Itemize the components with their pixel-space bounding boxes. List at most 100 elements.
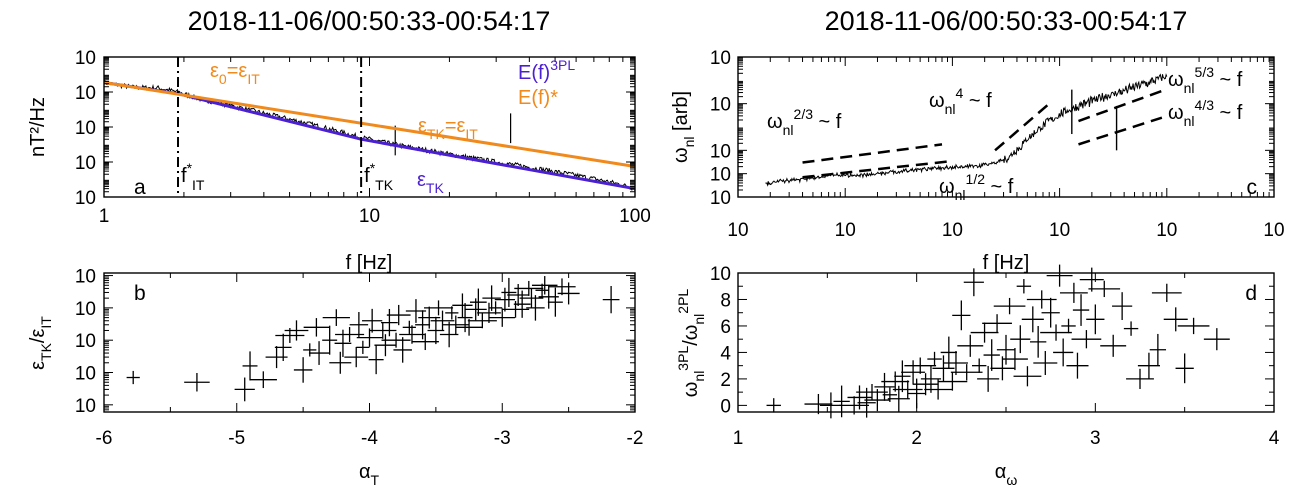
data-point (927, 351, 942, 367)
y-tick-label: 2 (720, 370, 731, 391)
data-point (513, 290, 531, 318)
data-point (374, 334, 397, 357)
data-point (424, 300, 454, 316)
data-point (983, 339, 1000, 371)
data-point (1072, 294, 1090, 326)
data-point (452, 293, 473, 318)
data-point (443, 315, 469, 335)
data-point (344, 346, 369, 368)
data-point (362, 308, 383, 333)
y-axis-label: εTK/εIT (27, 316, 54, 370)
data-point (482, 285, 501, 311)
data-point (1013, 366, 1042, 387)
data-point (265, 346, 288, 369)
data-point (937, 372, 968, 391)
x-tick-label: 4 (1269, 428, 1280, 449)
data-point (996, 334, 1016, 365)
x-tick-label: 10 (1263, 220, 1284, 241)
legend-star: E(f)* (518, 87, 558, 109)
data-point (399, 325, 425, 344)
data-point (1151, 283, 1182, 302)
y-tick-label: 10 (75, 83, 96, 104)
y-axis-label: ωnl [arb] (670, 91, 697, 163)
x-tick-label: -3 (494, 428, 511, 449)
data-point (1149, 333, 1167, 366)
x-tick-label: 10 (835, 220, 856, 241)
data-point (322, 309, 350, 326)
y-tick-label: 10 (75, 118, 96, 139)
y-tick-label: 0 (720, 396, 731, 417)
y-tick-label: 10 (710, 165, 731, 186)
data-point (445, 306, 459, 320)
data-point (293, 357, 313, 383)
data-point (356, 328, 383, 347)
data-point (381, 308, 398, 337)
data-point (303, 343, 317, 357)
y-axis-label: nT²/Hz (27, 97, 49, 157)
data-point (977, 365, 1000, 392)
data-point (514, 280, 544, 296)
data-point (184, 373, 210, 392)
data-point (1137, 352, 1160, 379)
panel-label: a (134, 176, 146, 199)
data-point (957, 334, 984, 357)
y-tick-label: 10 (710, 48, 731, 69)
data-point (557, 282, 580, 305)
data-point (418, 306, 441, 329)
data-point (1001, 348, 1028, 371)
data-point (531, 276, 558, 295)
data-point (242, 351, 258, 381)
data-point (411, 333, 439, 351)
data-point (1061, 318, 1076, 334)
data-point (467, 313, 497, 329)
y-tick-label: 10 (75, 48, 96, 69)
x-tick-label: -4 (361, 428, 378, 449)
data-point (982, 314, 1012, 333)
data-point (819, 392, 842, 419)
data-point (874, 372, 895, 401)
data-point (1041, 297, 1060, 328)
data-point (847, 385, 872, 410)
data-point (1112, 292, 1133, 321)
y-tick-label: 10 (710, 188, 731, 209)
x-tick-label: 2 (911, 428, 922, 449)
data-point (1079, 267, 1104, 292)
data-point (932, 355, 955, 382)
data-point (274, 333, 292, 362)
power-law-annotation: ωnl2/3 ~ f (767, 106, 842, 138)
y-tick-label: 10 (75, 364, 96, 385)
data-point (477, 302, 501, 324)
y-axis-label: ωnl3PL/ωnl2PL (675, 289, 707, 398)
y-tick-label: 10 (75, 331, 96, 352)
data-point (1030, 325, 1047, 358)
data-point (972, 358, 987, 373)
y-tick-label: 10 (710, 95, 731, 116)
annotation-eps0: ε0=εIT (210, 60, 260, 87)
data-point (308, 341, 330, 365)
break-frequency-label: f*TK (364, 160, 394, 193)
data-point (415, 310, 431, 340)
data-point (369, 322, 397, 339)
data-point (950, 364, 983, 381)
y-tick-label: 10 (75, 299, 96, 320)
panel-b-scatter: -6 -5 -4 -3 -2 10 10 10 10 10 αT εTK/εIT b (27, 267, 643, 487)
x-tick-label: -5 (228, 428, 245, 449)
data-point (356, 340, 370, 354)
data-point (856, 383, 888, 401)
data-point (335, 327, 365, 342)
data-point (1046, 264, 1073, 287)
x-tick-label: 3 (1090, 428, 1101, 449)
y-tick-label: 6 (720, 317, 731, 338)
data-point (455, 318, 483, 336)
data-point (1123, 321, 1139, 336)
x-tick-label: 10 (727, 220, 748, 241)
data-point (881, 371, 910, 392)
y-tick-label: 10 (75, 188, 96, 209)
x-tick-label: 10 (1049, 220, 1070, 241)
power-law-guide (994, 102, 1051, 152)
fit-star-line (103, 81, 636, 168)
data-point (1086, 304, 1105, 335)
y-tick-label: 8 (720, 290, 731, 311)
data-point (1010, 325, 1031, 354)
